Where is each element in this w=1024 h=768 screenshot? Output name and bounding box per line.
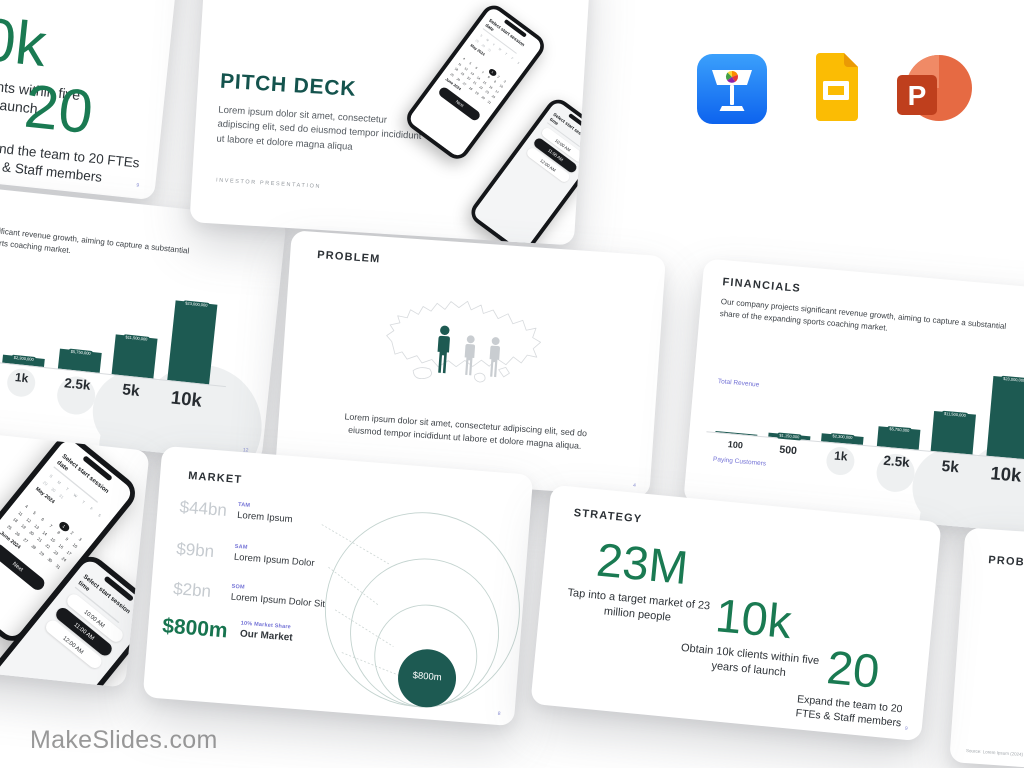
slide-strategy-partial: STRATEGY 23M Tap into a target market of…: [0, 0, 184, 201]
slide-strategy: STRATEGY 23M Tap into a target market of…: [530, 484, 942, 742]
slide-phones-preview: Select start session date SMTWTFS 293031…: [0, 424, 150, 688]
problem-body: Lorem ipsum dolor sit amet, consectetur …: [344, 411, 588, 452]
strategy-stat-value: 20: [21, 71, 97, 147]
svg-text:P: P: [908, 80, 927, 111]
bar-10k: [167, 300, 218, 385]
source-note: Source: Lorem Ipsum (2024): [965, 748, 1024, 758]
phone-screen: Select start session date SMTWTFS 293031…: [407, 6, 544, 159]
slide-title: PROBLEM: [987, 554, 1024, 571]
slide-title: MARKET: [187, 469, 243, 487]
page-number: 8: [497, 710, 501, 718]
pitch-deck-body: Lorem ipsum dolor sit amet, consectetur …: [216, 104, 422, 153]
bar-10k: [986, 376, 1024, 460]
slide-problem-partial: PROBLEM Source: Lorem Ipsum (2024): [949, 527, 1024, 768]
market-value: $9bn: [175, 539, 215, 562]
market-name: Lorem Ipsum: [236, 509, 293, 525]
strategy-stat-value: 20: [824, 640, 882, 698]
market-value: $44bn: [178, 497, 228, 521]
strategy-stat: 20 Expand the team to 20 FTEs & Staff me…: [782, 639, 921, 732]
strategy-stat-caption: Expand the team to 20 FTEs & Staff membe…: [795, 693, 903, 730]
market-name: Our Market: [239, 627, 294, 644]
pitch-deck-title: PITCH DECK: [219, 69, 357, 101]
slide-financials-right: FINANCIALS Our company projects signific…: [683, 258, 1024, 543]
strategy-stat-value: 10k: [713, 588, 794, 649]
slide-market: MARKET $800m $44bn TAM Lorem Ipsum $9bn …: [142, 445, 534, 727]
market-row: $44bn TAM Lorem Ipsum: [179, 497, 294, 526]
our-market-bubble-label: $800m: [412, 670, 443, 684]
market-row: $2bn SOM Lorem Ipsum Dolor Sit: [172, 579, 326, 611]
market-value: $2bn: [172, 579, 212, 602]
keynote-icon: [697, 54, 767, 124]
hong-kong-map-outline: [375, 279, 548, 410]
slide-title: PROBLEM: [316, 249, 381, 266]
person-icon: [485, 336, 504, 379]
powerpoint-icon: P: [891, 50, 975, 130]
slide-title: STRATEGY: [573, 507, 643, 526]
strategy-stat-value: 10k: [0, 1, 50, 80]
market-row: $9bn SAM Lorem Ipsum Dolor: [176, 539, 316, 570]
strategy-stat: 20 Expand the team to 20 FTEs & Staff me…: [0, 70, 147, 190]
market-value: $800m: [161, 614, 229, 643]
person-icon: [432, 324, 454, 375]
page-number: 9: [136, 182, 140, 189]
slide-pitch-deck: PITCH DECK Lorem ipsum dolor sit amet, c…: [189, 0, 592, 246]
slide-problem: PROBLEM Lorem ipsum dolor sit amet, cons…: [275, 230, 666, 498]
strategy-stat-value: 23M: [594, 532, 691, 595]
page-number: 4: [632, 482, 637, 489]
pitch-deck-footer: INVESTOR PRESENTATION: [215, 177, 322, 190]
market-row-our-market: $800m 10% Market Share Our Market: [161, 614, 293, 648]
person-icon: [460, 334, 479, 377]
page-number: 9: [904, 725, 908, 732]
makeslides-logo[interactable]: MakeSlides.com: [30, 726, 218, 754]
google-slides-icon: [808, 50, 864, 124]
phones-group: Select start session date SMTWTFS 293031…: [0, 424, 150, 688]
